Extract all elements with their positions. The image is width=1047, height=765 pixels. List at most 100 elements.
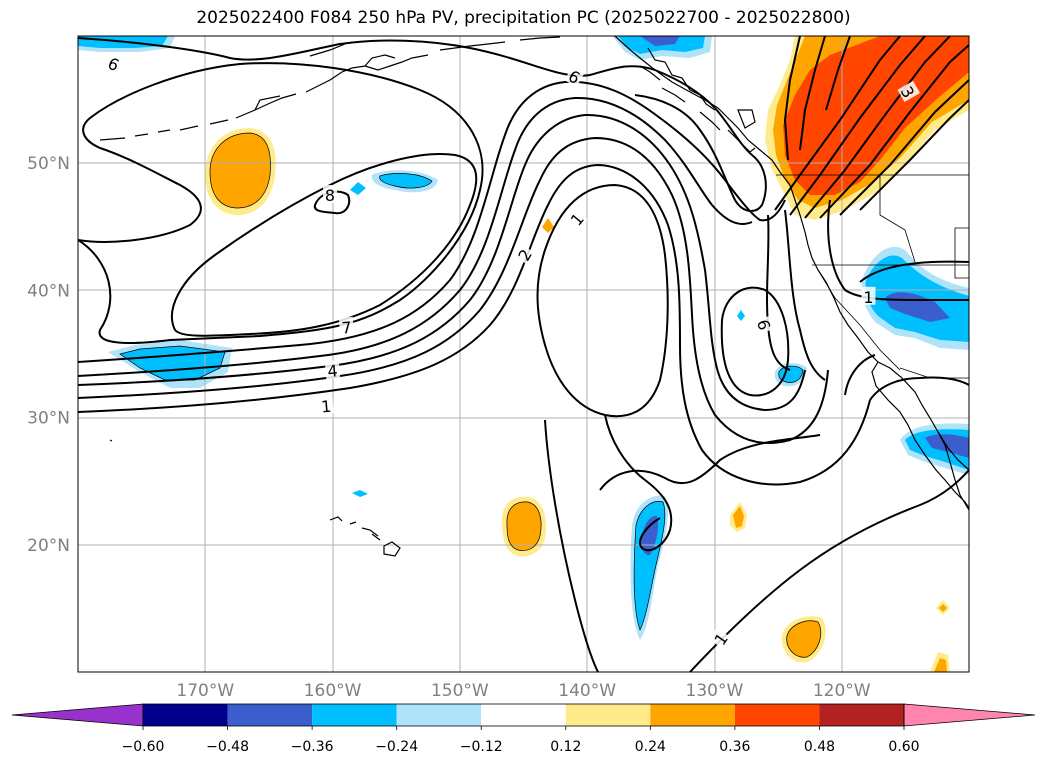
precip-fills — [78, 36, 969, 672]
pv-contour — [859, 260, 969, 283]
colorbar-tick-label: −0.48 — [206, 739, 249, 755]
colorbar-tick-label: −0.12 — [460, 739, 503, 755]
map-frame — [77, 35, 970, 673]
lat-tick-label: 50°N — [27, 154, 70, 174]
contour-label-bg — [323, 185, 338, 203]
precip-negative-area — [120, 346, 225, 380]
contour-label: 4 — [327, 361, 339, 381]
colorbar-segment — [819, 704, 904, 726]
lon-tick-label: 150°W — [431, 681, 489, 701]
colorbar-tick-label: −0.24 — [375, 739, 418, 755]
precip-negative-area — [640, 36, 680, 46]
lat-tick-label: 40°N — [27, 281, 70, 301]
pv-contour — [720, 286, 790, 397]
colorbar-segment — [565, 704, 651, 726]
colorbar-frame — [142, 703, 905, 727]
precip-positive-area — [542, 218, 554, 233]
coastline-north-america — [614, 36, 969, 471]
colorbar-tick-label: 0.60 — [888, 739, 919, 755]
contour-label: 8 — [325, 186, 335, 205]
colorbar-tick-label: 0.24 — [635, 739, 666, 755]
lon-tick-label: 120°W — [813, 681, 871, 701]
pv-contour — [784, 209, 826, 381]
pv-contour — [825, 36, 851, 111]
contour-label-bg — [708, 627, 732, 650]
precip-negative-area — [737, 310, 745, 321]
colorbar-segment — [312, 704, 397, 726]
coastline-hawaii — [329, 516, 401, 557]
coastline-alaska — [254, 43, 396, 111]
precip-positive-area — [210, 133, 271, 208]
precip-negative-area — [379, 173, 432, 189]
contour-label-bg — [897, 80, 921, 103]
precip-negative-area — [350, 182, 366, 195]
colorbar-tick-label: 0.48 — [804, 739, 835, 755]
contour-label: 6 — [753, 317, 774, 332]
pv-contour — [799, 36, 826, 151]
lon-tick-label: 160°W — [304, 681, 362, 701]
border-state — [879, 175, 916, 263]
lon-tick-label: 140°W — [558, 681, 616, 701]
colorbar-segment — [396, 704, 482, 726]
lat-tick-label: 30°N — [27, 409, 70, 429]
pv-contour — [599, 434, 821, 491]
contour-label-bg — [103, 51, 125, 75]
pv-contour — [170, 153, 478, 337]
colorbar — [11, 703, 1036, 727]
contour-label-bg — [512, 243, 536, 265]
coastline-island — [109, 439, 113, 442]
colorbar-segment — [227, 704, 313, 726]
longitude-tick-labels: 170°W 160°W 150°W 140°W 130°W 120°W — [176, 681, 870, 701]
contour-label-bg — [861, 286, 876, 305]
pv-contour — [78, 80, 786, 363]
pv-contour — [789, 36, 926, 216]
pv-contour — [819, 44, 969, 219]
contour-label-bg — [338, 316, 355, 336]
contour-label: 7 — [341, 318, 353, 338]
coastline-baja — [871, 361, 969, 509]
pv-contour — [844, 354, 876, 396]
colorbar-extend-high — [903, 703, 1036, 727]
latitude-tick-labels: 20°N 30°N 40°N 50°N — [27, 154, 70, 556]
colorbar-segment — [650, 704, 735, 726]
colorbar-tick-label: −0.36 — [291, 739, 334, 755]
pv-contour — [78, 136, 829, 444]
contour-label-bg — [754, 315, 776, 334]
coastlines — [99, 36, 969, 557]
contour-label-bg — [324, 359, 341, 380]
precip-positive-area — [783, 36, 969, 195]
precip-negative-area — [778, 366, 803, 383]
precip-positive-area — [786, 620, 821, 658]
precip-positive-area — [506, 501, 542, 551]
map-title: 2025022400 F084 250 hPa PV, precipitatio… — [196, 8, 851, 28]
contour-label: 1 — [320, 397, 332, 417]
contour-label-bg — [564, 207, 588, 230]
coastline-alaska-islands — [639, 47, 756, 153]
precip-positive-area — [939, 604, 947, 612]
pv-contour — [78, 62, 484, 344]
pv-contour — [78, 113, 806, 412]
pv-contour — [804, 36, 951, 219]
pv-contour — [869, 376, 969, 401]
graticule — [78, 36, 969, 672]
colorbar-tick-label: 0.12 — [550, 739, 581, 755]
pv-contour — [78, 163, 871, 486]
lat-tick-label: 20°N — [27, 536, 70, 556]
lon-tick-label: 170°W — [176, 681, 234, 701]
precip-positive-area — [934, 658, 947, 672]
colorbar-segment — [734, 704, 820, 726]
pv-contour — [859, 99, 969, 211]
contour-label: 1 — [863, 288, 873, 307]
pv-contour — [78, 37, 767, 212]
border-state — [817, 269, 901, 371]
pv-contour — [839, 79, 969, 216]
precip-positive-area — [733, 506, 744, 528]
pv-contour — [689, 469, 969, 672]
colorbar-tick-label: −0.60 — [122, 739, 165, 755]
colorbar-tick-labels: −0.60 −0.48 −0.36 −0.24 −0.12 0.12 0.24 0.36 0.4… — [122, 726, 920, 755]
colorbar-extend-low — [11, 703, 144, 727]
colorbar-segment — [481, 704, 566, 726]
pv-contour — [783, 36, 801, 161]
